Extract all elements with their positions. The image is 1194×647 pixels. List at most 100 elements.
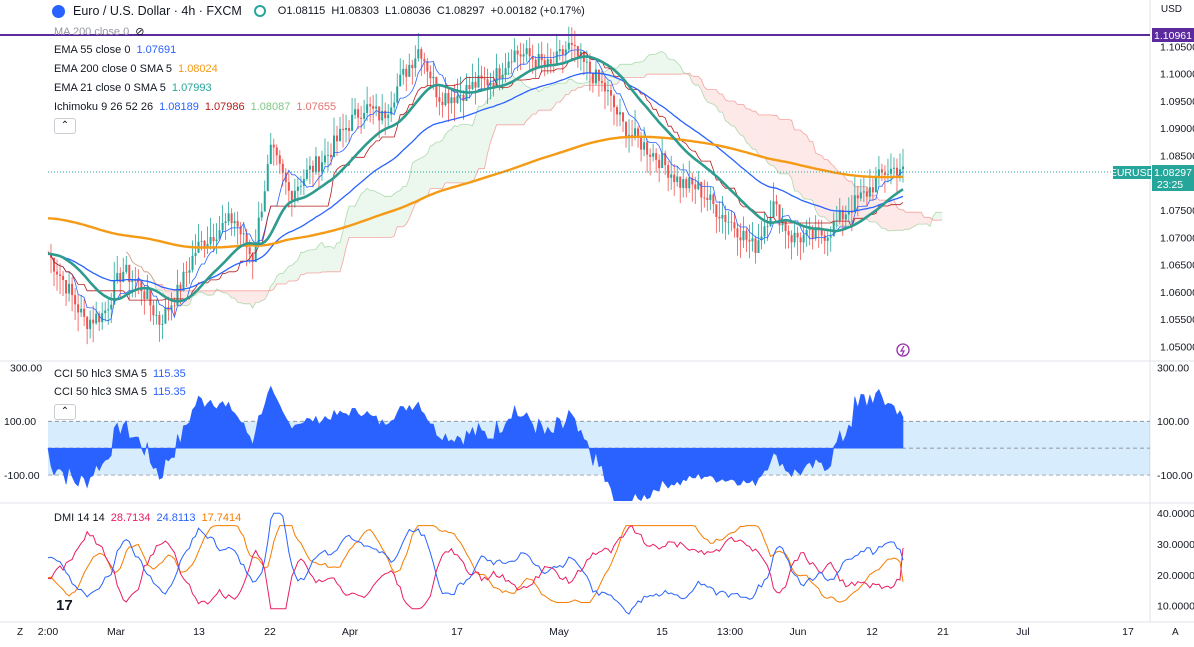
- ichimoku-cloud-segment: [761, 114, 765, 157]
- cci-axis-tick: 300.00: [1157, 362, 1189, 374]
- countdown-label: 23:25: [1157, 179, 1183, 191]
- candle-body: [366, 104, 369, 114]
- candle-body: [847, 212, 850, 215]
- candle-body: [600, 81, 603, 83]
- candle-body: [871, 187, 874, 193]
- ichimoku-cloud-segment: [460, 124, 464, 183]
- candle-body: [841, 209, 844, 220]
- time-axis-tick: 15: [656, 626, 668, 638]
- candle-body: [619, 112, 622, 115]
- ichimoku-cloud-segment: [529, 87, 533, 118]
- hidden-eye-icon[interactable]: ⊘: [135, 26, 145, 38]
- candle-body: [498, 68, 501, 79]
- candle-body: [155, 314, 158, 316]
- candle-body: [164, 307, 167, 324]
- candle-body: [212, 236, 215, 242]
- candle-body: [278, 155, 281, 164]
- symbol-title[interactable]: Euro / U.S. Dollar · 4h · FXCM: [73, 4, 242, 18]
- last-price-tag: [1152, 165, 1194, 191]
- price-axis-tick: 1.09500: [1160, 96, 1194, 108]
- candle-body: [113, 280, 116, 305]
- ichimoku-cloud-segment: [382, 194, 386, 238]
- candle-body: [643, 142, 646, 150]
- candle-body: [811, 228, 814, 239]
- candle-body: [333, 135, 336, 158]
- candle-body: [423, 58, 426, 62]
- legend-ema55[interactable]: EMA 55 close 0 1.07691: [54, 44, 182, 56]
- candle-body: [793, 232, 796, 243]
- candle-body: [829, 236, 832, 238]
- ichimoku-cloud-segment: [906, 212, 910, 230]
- ichimoku-cloud-segment: [872, 195, 876, 222]
- candle-body: [98, 313, 101, 323]
- cci-collapse-button[interactable]: ⌃: [54, 404, 76, 420]
- legend-ichimoku-v4: 1.07655: [296, 101, 337, 113]
- candle-body: [275, 147, 278, 156]
- ichimoku-cloud-segment: [418, 157, 422, 202]
- legend-ichimoku-v3: 1.08087: [250, 101, 291, 113]
- legend-cci-1[interactable]: CCI 50 hlc3 SMA 5 115.35: [54, 368, 192, 380]
- legend-ma200-label: MA 200 close 0: [54, 26, 130, 38]
- candle-body: [56, 271, 59, 275]
- ichimoku-cloud-segment: [749, 108, 753, 150]
- ichimoku-cloud-segment: [890, 200, 894, 231]
- legend-ichimoku[interactable]: Ichimoku 9 26 52 26 1.08189 1.07986 1.08087…: [54, 101, 342, 113]
- candle-body: [378, 106, 381, 121]
- dmi-adx-line: [47, 525, 904, 603]
- candle-body: [329, 154, 332, 158]
- legend-cci-2[interactable]: CCI 50 hlc3 SMA 5 115.35: [54, 386, 192, 398]
- auto-scale-icon[interactable]: A: [1172, 627, 1179, 638]
- ichimoku-cloud-segment: [794, 129, 798, 192]
- candle-body: [438, 97, 441, 102]
- ichimoku-cloud-segment: [406, 178, 410, 225]
- ichimoku-cloud-segment: [246, 290, 250, 304]
- ichimoku-cloud-segment: [520, 80, 524, 125]
- candle-body: [233, 221, 236, 224]
- ichimoku-cloud-segment: [228, 290, 232, 299]
- ichimoku-cloud-segment: [294, 259, 298, 282]
- currency-selector[interactable]: USD: [1160, 4, 1182, 15]
- candle-body: [883, 172, 886, 175]
- candle-body: [393, 102, 396, 108]
- ichimoku-cloud-segment: [653, 54, 657, 75]
- candle-body: [209, 236, 212, 244]
- ichimoku-cloud-segment: [659, 51, 663, 75]
- candle-body: [534, 59, 537, 68]
- legend-ichimoku-v2: 1.07986: [204, 101, 245, 113]
- time-axis-tick: 12: [866, 626, 878, 638]
- ichimoku-cloud-segment: [577, 83, 581, 88]
- candle-body: [215, 239, 218, 242]
- time-axis-tick: 22: [264, 626, 276, 638]
- price-axis-tick: 1.07000: [1160, 232, 1194, 244]
- ichimoku-cloud-segment: [484, 99, 488, 169]
- ichimoku-cloud-segment: [493, 81, 497, 134]
- dmi-axis-tick: 10.0000: [1157, 601, 1194, 613]
- legend-ma200[interactable]: MA 200 close 0 ⊘: [54, 25, 150, 38]
- candle-body: [778, 204, 781, 226]
- ichimoku-cloud-segment: [334, 243, 338, 272]
- time-axis-tick: 21: [937, 626, 949, 638]
- ichimoku-cloud-segment: [909, 212, 913, 230]
- ichimoku-cloud-segment: [580, 83, 584, 88]
- legend-dmi[interactable]: DMI 14 14 28.7134 24.8113 17.7414: [54, 512, 247, 524]
- price-axis-tick: 1.09000: [1160, 123, 1194, 135]
- candle-body: [80, 308, 83, 313]
- candle-body: [396, 86, 399, 103]
- ichimoku-cloud-segment: [758, 114, 762, 156]
- legend-collapse-button[interactable]: ⌃: [54, 118, 76, 134]
- ichimoku-cloud-segment: [921, 212, 925, 225]
- candle-body: [230, 213, 233, 224]
- legend-ema21[interactable]: EMA 21 close 0 SMA 5 1.07993: [54, 82, 218, 94]
- ichimoku-cloud-segment: [918, 212, 922, 225]
- ichimoku-cloud-segment: [857, 186, 861, 223]
- legend-ema55-label: EMA 55 close 0: [54, 44, 131, 56]
- cci-left-tick: 300.00: [10, 362, 42, 374]
- zoom-reset-icon[interactable]: Z: [17, 627, 23, 638]
- candle-body: [667, 165, 670, 178]
- candle-body: [447, 93, 450, 104]
- ichimoku-cloud-segment: [439, 140, 443, 189]
- candle-body: [107, 309, 110, 311]
- legend-ema200[interactable]: EMA 200 close 0 SMA 5 1.08024: [54, 63, 224, 75]
- candle-body: [844, 214, 847, 220]
